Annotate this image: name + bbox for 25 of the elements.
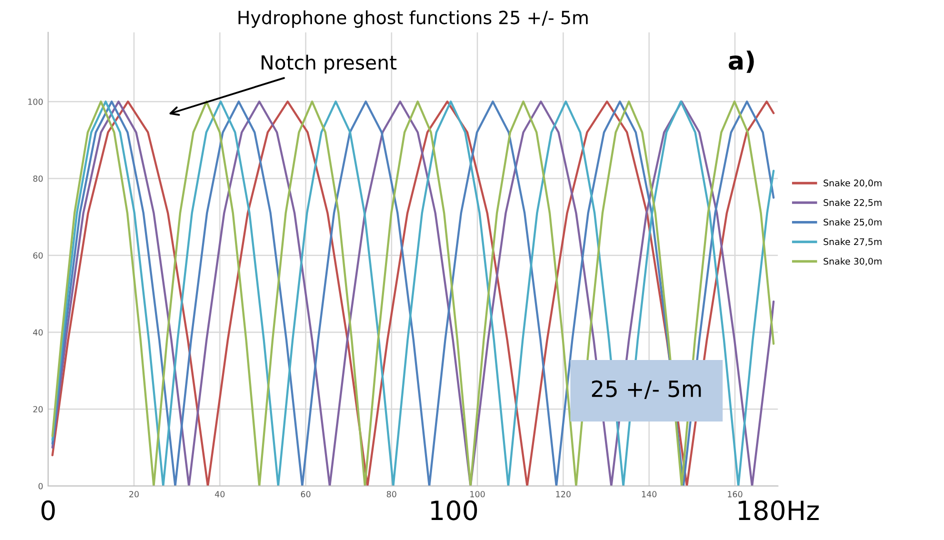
annotation: Notch present bbox=[262, 54, 396, 74]
x-tick-label: 40 bbox=[214, 491, 225, 498]
legend-label: Snake 25,0m bbox=[824, 218, 882, 226]
y-tick-label: 100 bbox=[28, 98, 43, 105]
y-tick-label: 40 bbox=[33, 329, 43, 336]
x-tick-label: 100 bbox=[470, 491, 485, 498]
annotation: 25 +/- 5m bbox=[592, 380, 701, 399]
legend-label: Snake 27,5m bbox=[824, 238, 882, 246]
y-tick-label: 80 bbox=[33, 175, 43, 182]
x2-tick-label: 180Hz bbox=[738, 500, 819, 520]
y-tick-label: 60 bbox=[33, 252, 43, 259]
x-tick-label: 60 bbox=[300, 491, 310, 498]
annotation: a) bbox=[728, 50, 754, 73]
y-tick-label: 0 bbox=[38, 482, 43, 490]
chart-title: Hydrophone ghost functions 25 +/- 5m bbox=[238, 10, 588, 28]
legend-label: Snake 22,5m bbox=[824, 198, 882, 207]
x-tick-label: 80 bbox=[386, 491, 396, 498]
legend-label: Snake 30,0m bbox=[824, 258, 882, 266]
x-tick-label: 140 bbox=[642, 491, 656, 498]
x-tick-label: 120 bbox=[556, 491, 571, 498]
legend-label: Snake 20,0m bbox=[824, 179, 882, 188]
y-tick-label: 20 bbox=[33, 406, 43, 412]
line-series bbox=[51, 100, 775, 486]
x-tick-label: 160 bbox=[728, 491, 742, 498]
x-tick-label: 20 bbox=[129, 491, 139, 498]
